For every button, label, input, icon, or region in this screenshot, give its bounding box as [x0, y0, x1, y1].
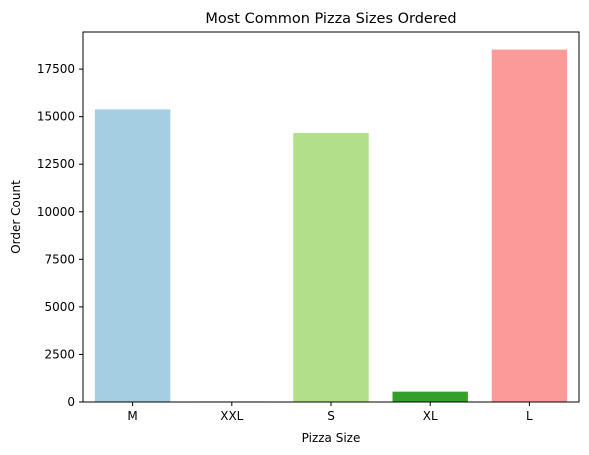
x-axis-ticks: M XXL S XL L [127, 402, 533, 423]
x-axis-label: Pizza Size [302, 431, 361, 445]
bar-xl [393, 392, 468, 402]
x-tick-label: S [327, 409, 335, 423]
y-tick-label: 0 [67, 395, 75, 409]
y-tick-label: 12500 [37, 157, 75, 171]
y-tick-label: 5000 [44, 300, 75, 314]
y-tick-label: 10000 [37, 205, 75, 219]
y-tick-label: 2500 [44, 347, 75, 361]
x-tick-label: M [127, 409, 137, 423]
y-axis-label: Order Count [9, 180, 23, 254]
x-tick-label: XXL [220, 409, 243, 423]
y-tick-label: 15000 [37, 110, 75, 124]
bar-m [95, 109, 170, 402]
bar-l [492, 50, 567, 402]
y-axis-ticks: 0 2500 5000 7500 10000 12500 15000 17500 [37, 62, 83, 409]
x-tick-label: L [526, 409, 533, 423]
y-tick-label: 17500 [37, 62, 75, 76]
chart-title: Most Common Pizza Sizes Ordered [205, 11, 456, 27]
x-tick-label: XL [423, 409, 438, 423]
bars-layer [95, 50, 567, 402]
bar-s [293, 133, 368, 402]
y-tick-label: 7500 [44, 252, 75, 266]
